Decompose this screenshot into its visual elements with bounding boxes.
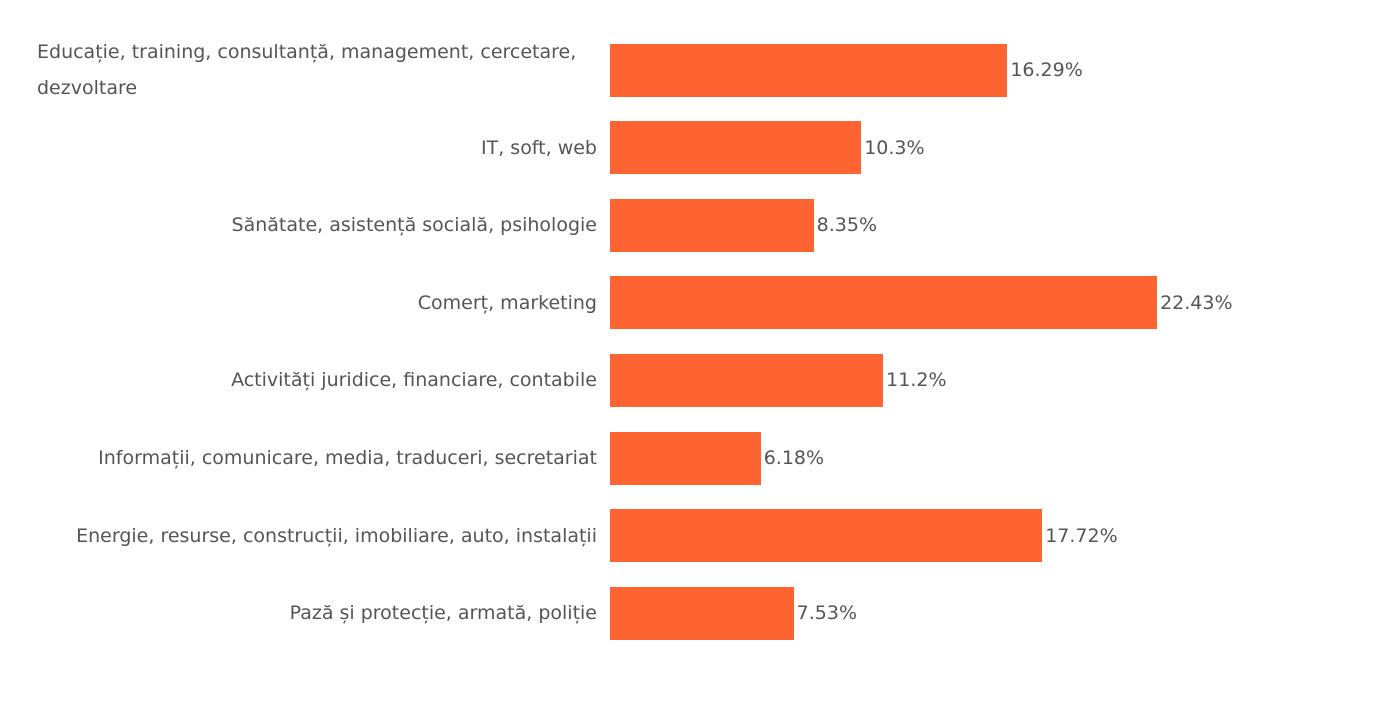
category-label: Activități juridice, financiare, contabi…: [231, 369, 597, 392]
category-label: Pază și protecție, armată, poliție: [289, 602, 597, 625]
category-label-box: Sănătate, asistență socială, psihologie: [37, 207, 597, 243]
value-label: 16.29%: [1010, 59, 1083, 81]
value-label: 8.35%: [816, 214, 878, 237]
category-label: Informații, comunicare, media, traduceri…: [98, 447, 597, 469]
bar: [610, 586, 794, 640]
value-label: 17.72%: [1045, 524, 1118, 547]
category-label-box: Activități juridice, financiare, contabi…: [37, 362, 597, 398]
category-label: Energie, resurse, construcții, imobiliar…: [76, 524, 597, 547]
bar: [610, 509, 1043, 563]
category-label: Educație, training, consultanță, managem…: [37, 41, 577, 99]
bar: [610, 121, 862, 175]
category-label-box: Pază și protecție, armată, poliție: [37, 595, 597, 631]
category-label-box: IT, soft, web: [37, 130, 597, 166]
category-label-box: Informații, comunicare, media, traduceri…: [37, 440, 597, 476]
category-label-box: Comerț, marketing: [37, 285, 597, 321]
bar: [610, 431, 761, 485]
category-label: Comerț, marketing: [417, 291, 597, 314]
bar: [610, 198, 814, 252]
category-label: IT, soft, web: [481, 136, 597, 159]
value-label: 22.43%: [1160, 291, 1233, 314]
category-label-box: Educație, training, consultanță, managem…: [37, 34, 597, 106]
bar: [610, 276, 1158, 330]
value-label: 10.3%: [864, 136, 925, 159]
category-label: Sănătate, asistență socială, psihologie: [231, 214, 597, 237]
value-label: 6.18%: [763, 447, 825, 469]
bar: [610, 43, 1008, 97]
bar: [610, 353, 884, 407]
value-label: 7.53%: [796, 602, 858, 625]
category-label-box: Energie, resurse, construcții, imobiliar…: [37, 518, 597, 554]
value-label: 11.2%: [886, 369, 947, 392]
